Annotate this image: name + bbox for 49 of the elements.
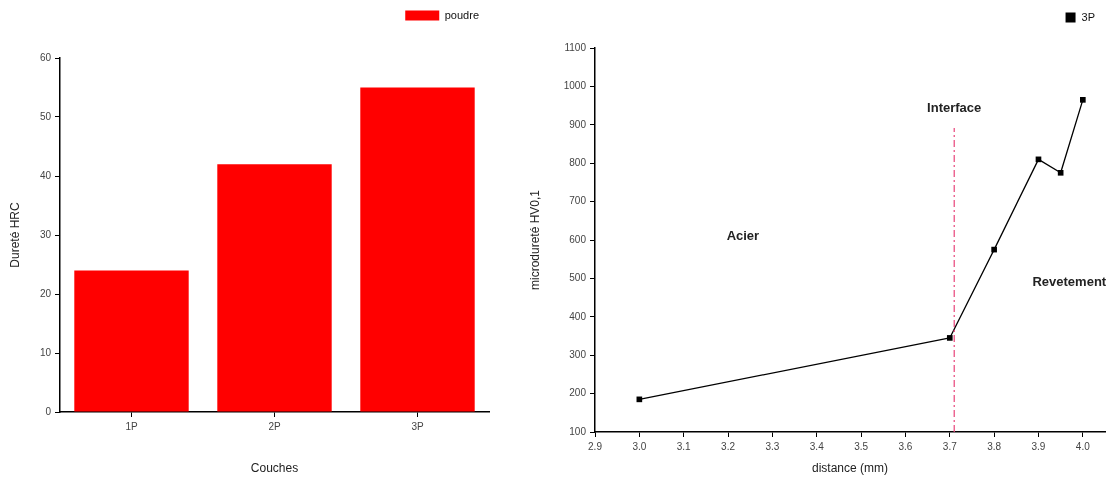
x-tick-label: 3.9 [1031,440,1046,452]
y-tick-label: 30 [39,228,52,240]
y-tick-label: 600 [569,233,587,245]
y-tick-label: 800 [569,156,587,168]
y-axis-title: microdureté HV0,1 [527,189,542,291]
bar [217,164,332,412]
y-tick-label: 50 [39,110,52,122]
y-tick-label: 40 [39,169,52,181]
x-tick-label: 3.1 [676,440,692,452]
x-tick-label: 3P [411,420,424,432]
x-tick-label: 3.0 [632,440,647,452]
legend-label: poudre [444,8,480,21]
bar [74,270,189,412]
x-tick-label: 3.6 [898,440,913,452]
x-tick-label: 1P [125,420,138,432]
point [946,335,953,341]
x-tick-label: 3.5 [854,440,869,452]
x-tick-label: 2P [268,420,281,432]
y-tick-label: 10 [39,346,52,358]
x-axis-title: distance (mm) [811,461,889,476]
y-tick-label: 200 [569,387,587,399]
y-tick-label: 100 [569,425,587,437]
y-tick-label: 300 [569,348,587,360]
point [1057,169,1064,176]
y-tick-label: 500 [569,272,587,284]
x-tick-label: 3.3 [765,440,780,452]
ref-line-label: Interface [927,99,982,115]
y-tick-label: 400 [569,310,587,322]
legend-label: 3P [1081,10,1096,23]
annotation: Acier [726,227,760,243]
annotation: Revetement [1032,273,1107,289]
y-tick-label: 60 [39,51,52,63]
x-tick-label: 4.0 [1075,440,1091,452]
x-axis-title: Couches [250,461,299,476]
y-tick-label: 20 [39,287,52,299]
x-tick-label: 3.7 [942,440,958,452]
x-tick-label: 3.4 [809,440,825,452]
point [1080,97,1086,103]
bar [360,87,475,412]
y-axis-title: Dureté HRC [7,202,22,268]
y-tick-label: 1000 [563,80,587,92]
x-tick-label: 2.9 [588,440,603,452]
point [991,246,997,253]
y-tick-label: 0 [45,405,52,417]
y-tick-label: 1100 [564,41,587,53]
y-tick-label: 700 [569,195,587,207]
x-tick-label: 3.2 [721,440,736,452]
y-tick-label: 900 [569,118,587,130]
x-tick-label: 3.8 [987,440,1002,452]
